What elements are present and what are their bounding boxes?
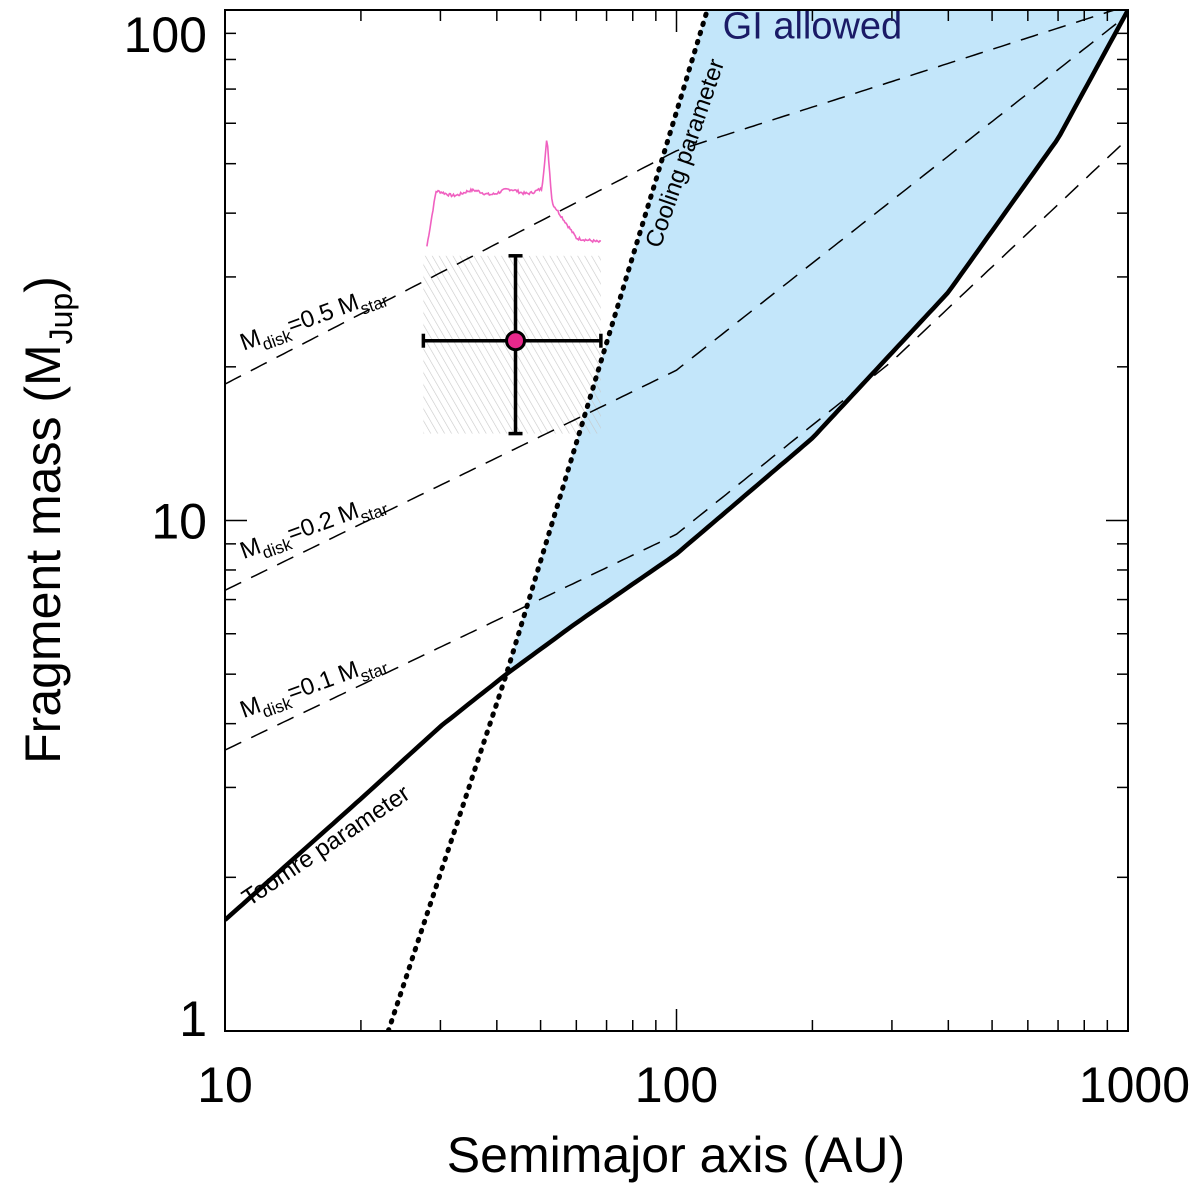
disk-mass-curve-4 xyxy=(225,138,1128,751)
x-tick-label: 10 xyxy=(197,1057,253,1113)
y-axis-title-sub: Jup xyxy=(43,293,79,345)
axes-frame xyxy=(224,9,1129,1032)
y-axis-title-main: Fragment mass (M xyxy=(15,344,71,764)
disk-mass-label-2: Mdisk=0.1 Mstar xyxy=(237,646,392,728)
data-point-marker xyxy=(505,330,527,352)
label-subscript: star xyxy=(358,291,391,319)
disk-mass-curve-2 xyxy=(225,10,1117,385)
x-axis-title: Semimajor axis (AU) xyxy=(447,1127,905,1183)
disk-mass-label-1: Mdisk=0.2 Mstar xyxy=(237,487,392,569)
label-subscript: star xyxy=(358,658,391,686)
y-tick-label: 1 xyxy=(179,991,207,1047)
region-label: GI allowed xyxy=(723,5,903,47)
x-tick-label: 100 xyxy=(635,1057,718,1113)
spectrum-inset-line xyxy=(426,140,602,247)
y-tick-label: 100 xyxy=(124,7,207,63)
curve-label-toomre-parameter: Toomre parameter xyxy=(237,780,415,912)
x-tick-label: 1000 xyxy=(1079,1057,1190,1113)
label-text: =0.2 M xyxy=(284,497,363,548)
disk-mass-curve-3 xyxy=(225,13,1128,591)
y-tick-label: 10 xyxy=(151,494,207,550)
gi-allowed-region xyxy=(506,10,1128,675)
toomre-curve xyxy=(225,10,1128,922)
label-text: =0.5 M xyxy=(284,289,363,340)
y-axis-title-close: ) xyxy=(15,276,71,293)
cooling-curve xyxy=(385,10,710,1031)
label-subscript: star xyxy=(358,499,391,527)
label-text: =0.1 M xyxy=(284,656,363,707)
plot-area xyxy=(225,10,1128,1031)
disk-mass-label-0: Mdisk=0.5 Mstar xyxy=(237,279,392,361)
y-axis-title: Fragment mass (MJup) xyxy=(15,276,79,764)
